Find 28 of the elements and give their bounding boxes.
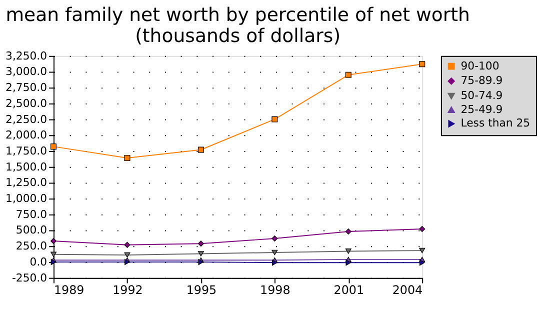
y-tick-label: 2,750.0 bbox=[6, 81, 48, 94]
text: mean family net worth by percentile of net worth bbox=[6, 5, 470, 26]
y-tick-label: 2,000.0 bbox=[6, 128, 48, 142]
legend-label: 75-89.9 bbox=[460, 74, 503, 88]
x-tick-label: 2001 bbox=[334, 283, 364, 298]
y-tick-label: -250.0 bbox=[12, 271, 48, 284]
legend-label: Less than 25 bbox=[460, 116, 530, 130]
y-tick-label: 1,750.0 bbox=[6, 144, 48, 158]
y-tick-label: 3,250.0 bbox=[6, 49, 48, 62]
y-tick-label: 250.0 bbox=[16, 240, 48, 253]
y-tick-label: 1,500.0 bbox=[6, 160, 48, 174]
y-tick-label: 0.0 bbox=[30, 255, 48, 268]
text: (thousands of dollars) bbox=[135, 26, 341, 48]
legend-label: 90-100 bbox=[460, 59, 500, 72]
legend-label: 50-74.9 bbox=[460, 88, 503, 102]
x-tick-label: 1989 bbox=[54, 283, 84, 298]
y-tick-label: 1,250.0 bbox=[6, 176, 48, 190]
y-tick-label: 1,000.0 bbox=[6, 192, 48, 206]
y-tick-label: 2,500.0 bbox=[6, 96, 48, 110]
legend-label: 25-49.9 bbox=[460, 102, 503, 116]
y-tick-label: 3,000.0 bbox=[6, 65, 48, 78]
x-tick-label: 2004 bbox=[392, 283, 423, 298]
y-tick-label: 750.0 bbox=[16, 208, 48, 221]
y-tick-label: 2,250.0 bbox=[6, 112, 48, 126]
y-tick-label: 500.0 bbox=[16, 224, 48, 237]
x-tick-label: 1995 bbox=[186, 283, 217, 298]
x-tick-label: 1998 bbox=[260, 283, 290, 298]
x-tick-label: 1992 bbox=[112, 283, 143, 298]
